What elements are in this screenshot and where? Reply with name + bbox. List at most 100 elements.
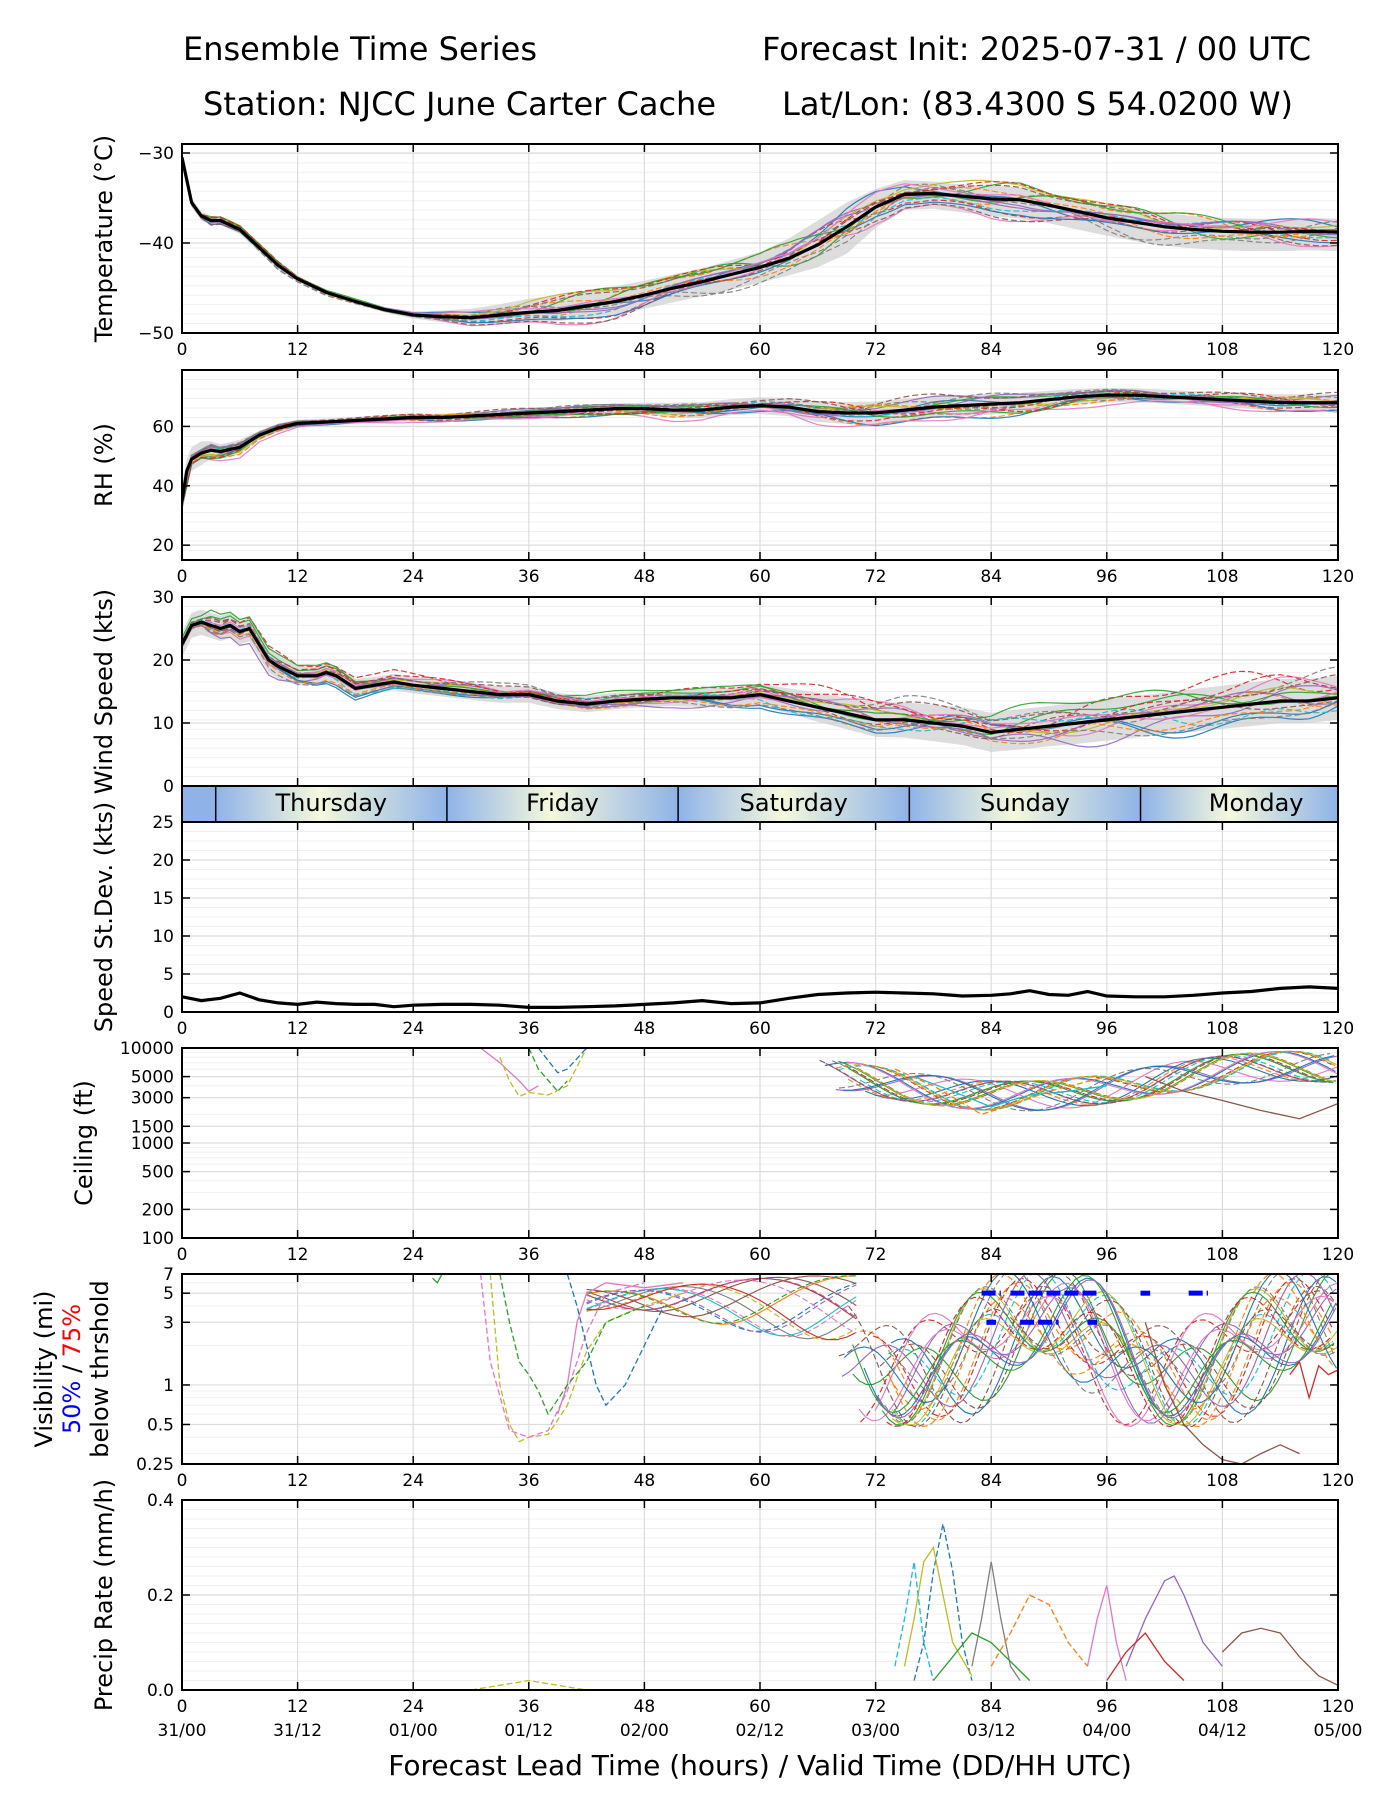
rh-member-line <box>182 392 1338 506</box>
wind_speed-ylabel: Wind Speed (kts) <box>90 589 118 794</box>
speed_stdev-ytick-label: 25 <box>152 813 174 833</box>
visibility-xtick-label: 72 <box>865 1471 887 1491</box>
ceiling-xtick-label: 72 <box>865 1245 887 1265</box>
wind_speed-member-line <box>182 623 1338 739</box>
ceiling-member-line <box>847 1056 1330 1106</box>
visibility-xtick-label: 108 <box>1206 1471 1238 1491</box>
ceiling-member-line <box>894 1068 1107 1116</box>
wind_speed-plot-area <box>182 609 1338 752</box>
precip_rate-xtick-label: 36 <box>518 1697 540 1717</box>
ceiling-member-line <box>1145 1075 1338 1120</box>
ceiling-member-line <box>499 1048 588 1098</box>
chart-title-left: Ensemble Time Series <box>183 30 537 68</box>
visibility-threshold-legend: 50% / 75% <box>58 1304 86 1434</box>
visibility-xtick-label: 84 <box>980 1471 1002 1491</box>
visibility-xtick-label: 60 <box>749 1471 771 1491</box>
precip_rate-plot-area <box>470 1523 1338 1690</box>
visibility-ytick-label: 3 <box>163 1313 174 1333</box>
visibility-member-line <box>874 1295 1334 1427</box>
temperature-xtick-label: 72 <box>865 340 887 360</box>
speed_stdev-ylabel: Speed St.Dev. (kts) <box>90 802 118 1033</box>
ceiling-ytick-label: 500 <box>142 1163 174 1183</box>
panel-precip_rate: 0.0 0.2 0.4 0 12 24 36 48 60 72 84 96 108 120 Precip R… <box>90 1479 1354 1717</box>
threshold-75-label: 75% <box>58 1304 86 1357</box>
wind_speed-mean-line <box>182 620 1338 735</box>
speed_stdev-plot-area <box>182 985 1338 1009</box>
day-label: Friday <box>526 789 599 817</box>
speed_stdev-xtick-label: 36 <box>518 1019 540 1039</box>
temperature-xtick-label: 48 <box>634 340 656 360</box>
visibility-member-line <box>586 1275 857 1318</box>
station-label: Station: NJCC June Carter Cache <box>203 85 716 123</box>
speed_stdev-ytick-label: 20 <box>152 851 174 871</box>
panel-wind_speed: 0 10 20 30 Wind Speed (kts) <box>90 588 1339 797</box>
temperature-xtick-label: 12 <box>287 340 309 360</box>
x-axis-label: Forecast Lead Time (hours) / Valid Time … <box>388 1749 1132 1782</box>
visibility-xtick-label: 96 <box>1096 1471 1118 1491</box>
valid-time-label: 02/00 <box>620 1721 669 1741</box>
panel-visibility: 0.25 0.5 1 3 57 0 12 24 36 48 60 72 84 96 108 120 Visibi… <box>30 1265 1354 1491</box>
precip_rate-ylabel: Precip Rate (mm/h) <box>90 1479 118 1711</box>
ceiling-member-line <box>528 1048 568 1093</box>
ceiling-member-line <box>838 1053 1331 1112</box>
speed_stdev-xtick-label: 0 <box>177 1019 188 1039</box>
day-band-segment <box>678 786 910 822</box>
ceiling-plot-area <box>480 1048 1338 1120</box>
ceiling-xtick-label: 0 <box>177 1245 188 1265</box>
rh-plot-area <box>182 388 1338 516</box>
rh-xtick-label: 60 <box>749 567 771 587</box>
rh-ytick-label: 40 <box>152 477 174 497</box>
visibility-ytick-label: 0.5 <box>147 1415 174 1435</box>
ceiling-ylabel: Ceiling (ft) <box>70 1080 98 1206</box>
temperature-spread-band <box>182 155 1338 324</box>
rh-ytick-label: 60 <box>152 417 174 437</box>
ceiling-member-line <box>846 1051 1338 1110</box>
rh-xtick-label: 72 <box>865 567 887 587</box>
precip_rate-member-line <box>1125 1575 1223 1667</box>
visibility-ylabel: Visibility (mi) <box>30 1291 58 1448</box>
temperature-xtick-label: 60 <box>749 340 771 360</box>
visibility-member-line <box>860 1281 1333 1421</box>
day-label: Sunday <box>980 789 1070 817</box>
ceiling-member-line <box>480 1048 539 1093</box>
rh-xtick-label: 36 <box>518 567 540 587</box>
visibility-member-line <box>432 1274 443 1284</box>
wind_speed-ytick-label: 0 <box>163 777 174 797</box>
rh-xtick-label: 108 <box>1206 567 1238 587</box>
visibility-member-line <box>586 1279 857 1334</box>
visibility-member-line <box>586 1276 857 1313</box>
rh-xtick-label: 96 <box>1096 567 1118 587</box>
precip_rate-xtick-label: 0 <box>177 1697 188 1717</box>
ceiling-xtick-label: 36 <box>518 1245 540 1265</box>
visibility-member-line <box>879 1274 1331 1409</box>
wind_speed-member-line <box>182 616 1338 734</box>
rh-xtick-label: 12 <box>287 567 309 587</box>
ceiling-xtick-label: 96 <box>1096 1245 1118 1265</box>
precip_rate-xtick-label: 120 <box>1322 1697 1354 1717</box>
wind_speed-member-line <box>182 622 1338 733</box>
precip_rate-member-line <box>913 1523 973 1681</box>
valid-time-label: 03/00 <box>851 1721 900 1741</box>
ceiling-ytick-label: 1000 <box>131 1134 174 1154</box>
visibility-member-line <box>586 1275 857 1325</box>
visibility-member-line <box>889 1274 1336 1410</box>
ceiling-xtick-label: 24 <box>402 1245 424 1265</box>
valid-time-label: 02/12 <box>736 1721 785 1741</box>
ceiling-xtick-label: 12 <box>287 1245 309 1265</box>
valid-time-label: 05/00 <box>1314 1721 1363 1741</box>
ceiling-ytick-label: 200 <box>142 1200 174 1220</box>
ceiling-xtick-label: 108 <box>1206 1245 1238 1265</box>
temperature-xtick-label: 84 <box>980 340 1002 360</box>
ceiling-member-line <box>842 1055 1335 1111</box>
threshold-separator: / <box>58 1357 86 1380</box>
visibility-member-line <box>888 1296 1335 1428</box>
visibility-member-line <box>838 1285 1338 1424</box>
rh-member-line <box>182 400 1338 506</box>
ceiling-xtick-label: 60 <box>749 1245 771 1265</box>
temperature-ytick-label: −30 <box>138 144 174 164</box>
visibility-member-line <box>586 1283 857 1341</box>
precip_rate-xtick-label: 12 <box>287 1697 309 1717</box>
speed_stdev-ytick-label: 5 <box>163 965 174 985</box>
precip_rate-ytick-label: 0.4 <box>147 1491 174 1511</box>
